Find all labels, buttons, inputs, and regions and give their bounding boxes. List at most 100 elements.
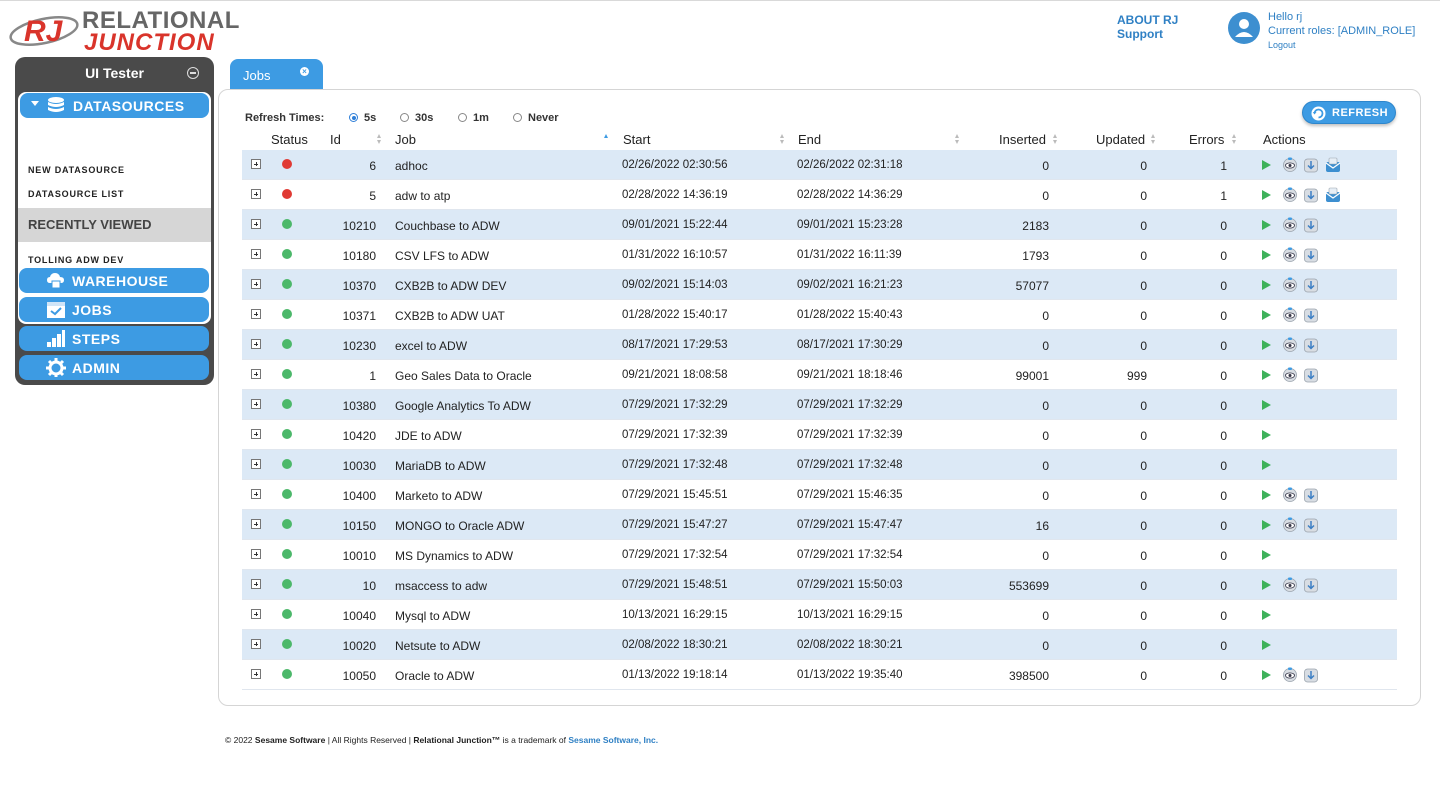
download-icon[interactable]: [1304, 487, 1318, 506]
refresh-option-5s[interactable]: 5s: [349, 112, 376, 124]
expand-row-icon[interactable]: [251, 399, 261, 409]
cell-job[interactable]: MS Dynamics to ADW: [395, 549, 514, 563]
expand-row-icon[interactable]: [251, 579, 261, 589]
col-job[interactable]: Job: [395, 132, 416, 147]
view-icon[interactable]: [1283, 517, 1297, 535]
expand-row-icon[interactable]: [251, 369, 261, 379]
sidebar-item-warehouse[interactable]: WAREHOUSE: [19, 268, 209, 293]
cell-job[interactable]: Mysql to ADW: [395, 609, 471, 623]
recent-item-tolling-adw-dev[interactable]: TOLLING ADW DEV: [28, 255, 124, 265]
col-start[interactable]: Start: [623, 132, 651, 147]
cell-job[interactable]: JDE to ADW: [395, 429, 462, 443]
view-icon[interactable]: [1283, 247, 1297, 265]
expand-row-icon[interactable]: [251, 489, 261, 499]
view-icon[interactable]: [1283, 667, 1297, 685]
play-icon[interactable]: [1262, 430, 1271, 440]
cell-job[interactable]: msaccess to adw: [395, 579, 488, 593]
play-icon[interactable]: [1262, 160, 1271, 170]
play-icon[interactable]: [1262, 640, 1271, 650]
refresh-option-never[interactable]: Never: [513, 112, 559, 124]
play-icon[interactable]: [1262, 190, 1271, 200]
play-icon[interactable]: [1262, 280, 1271, 290]
play-icon[interactable]: [1262, 400, 1271, 410]
email-icon[interactable]: [1325, 157, 1341, 176]
view-icon[interactable]: [1283, 337, 1297, 355]
col-end[interactable]: End: [798, 132, 822, 147]
play-icon[interactable]: [1262, 370, 1271, 380]
play-icon[interactable]: [1262, 340, 1271, 350]
view-icon[interactable]: [1283, 187, 1297, 205]
play-icon[interactable]: [1262, 550, 1271, 560]
logout-link[interactable]: Logout: [1268, 40, 1296, 50]
user-avatar-icon[interactable]: [1228, 12, 1260, 44]
about-rj-link[interactable]: ABOUT RJ: [1117, 13, 1179, 27]
expand-row-icon[interactable]: [251, 159, 261, 169]
play-icon[interactable]: [1262, 310, 1271, 320]
cell-job[interactable]: Marketo to ADW: [395, 489, 483, 503]
refresh-option-30s[interactable]: 30s: [400, 112, 433, 124]
expand-row-icon[interactable]: [251, 339, 261, 349]
datasource-list-link[interactable]: DATASOURCE LIST: [28, 189, 125, 199]
col-status[interactable]: Status: [271, 132, 308, 147]
download-icon[interactable]: [1304, 307, 1318, 326]
expand-row-icon[interactable]: [251, 519, 261, 529]
cell-job[interactable]: CSV LFS to ADW: [395, 249, 490, 263]
expand-row-icon[interactable]: [251, 609, 261, 619]
play-icon[interactable]: [1262, 490, 1271, 500]
footer-company-link[interactable]: Sesame Software, Inc.: [568, 735, 659, 745]
view-icon[interactable]: [1283, 277, 1297, 295]
download-icon[interactable]: [1304, 247, 1318, 266]
expand-row-icon[interactable]: [251, 249, 261, 259]
expand-row-icon[interactable]: [251, 309, 261, 319]
download-icon[interactable]: [1304, 337, 1318, 356]
view-icon[interactable]: [1283, 217, 1297, 235]
expand-row-icon[interactable]: [251, 639, 261, 649]
col-errors[interactable]: Errors: [1189, 132, 1225, 147]
play-icon[interactable]: [1262, 220, 1271, 230]
col-updated[interactable]: Updated: [1096, 132, 1146, 147]
close-tab-icon[interactable]: ×: [300, 67, 309, 76]
collapse-icon[interactable]: [187, 67, 199, 79]
play-icon[interactable]: [1262, 520, 1271, 530]
play-icon[interactable]: [1262, 670, 1271, 680]
sidebar-item-admin[interactable]: ADMIN: [19, 355, 209, 380]
download-icon[interactable]: [1304, 517, 1318, 536]
view-icon[interactable]: [1283, 367, 1297, 385]
refresh-button[interactable]: REFRESH: [1302, 101, 1396, 124]
sort-icon[interactable]: [780, 134, 785, 144]
cell-job[interactable]: Couchbase to ADW: [395, 219, 500, 233]
expand-row-icon[interactable]: [251, 669, 261, 679]
sidebar-item-jobs[interactable]: JOBS: [19, 297, 209, 322]
datasources-header[interactable]: DATASOURCES: [20, 93, 209, 118]
cell-job[interactable]: excel to ADW: [395, 339, 468, 353]
col-inserted[interactable]: Inserted: [999, 132, 1046, 147]
download-icon[interactable]: [1304, 577, 1318, 596]
download-icon[interactable]: [1304, 277, 1318, 296]
sort-icon[interactable]: [955, 134, 960, 144]
play-icon[interactable]: [1262, 580, 1271, 590]
sort-icon[interactable]: [1053, 134, 1058, 144]
sort-icon[interactable]: [1151, 134, 1156, 144]
view-icon[interactable]: [1283, 307, 1297, 325]
cell-job[interactable]: Google Analytics To ADW: [395, 399, 531, 413]
cell-job[interactable]: MONGO to Oracle ADW: [395, 519, 525, 533]
new-datasource-link[interactable]: NEW DATASOURCE: [28, 165, 125, 175]
download-icon[interactable]: [1304, 367, 1318, 386]
download-icon[interactable]: [1304, 667, 1318, 686]
download-icon[interactable]: [1304, 157, 1318, 176]
tab-jobs[interactable]: Jobs ×: [230, 59, 323, 90]
cell-job[interactable]: CXB2B to ADW UAT: [395, 309, 505, 323]
support-link[interactable]: Support: [1117, 27, 1163, 41]
expand-row-icon[interactable]: [251, 549, 261, 559]
cell-job[interactable]: adhoc: [395, 159, 428, 173]
relational-junction-logo[interactable]: RJ RELATIONAL JUNCTION: [8, 7, 239, 56]
cell-job[interactable]: Geo Sales Data to Oracle: [395, 369, 532, 383]
play-icon[interactable]: [1262, 610, 1271, 620]
play-icon[interactable]: [1262, 460, 1271, 470]
expand-row-icon[interactable]: [251, 459, 261, 469]
download-icon[interactable]: [1304, 187, 1318, 206]
col-id[interactable]: Id: [330, 132, 341, 147]
cell-job[interactable]: MariaDB to ADW: [395, 459, 486, 473]
sort-icon[interactable]: [1232, 134, 1237, 144]
sidebar-item-steps[interactable]: STEPS: [19, 326, 209, 351]
